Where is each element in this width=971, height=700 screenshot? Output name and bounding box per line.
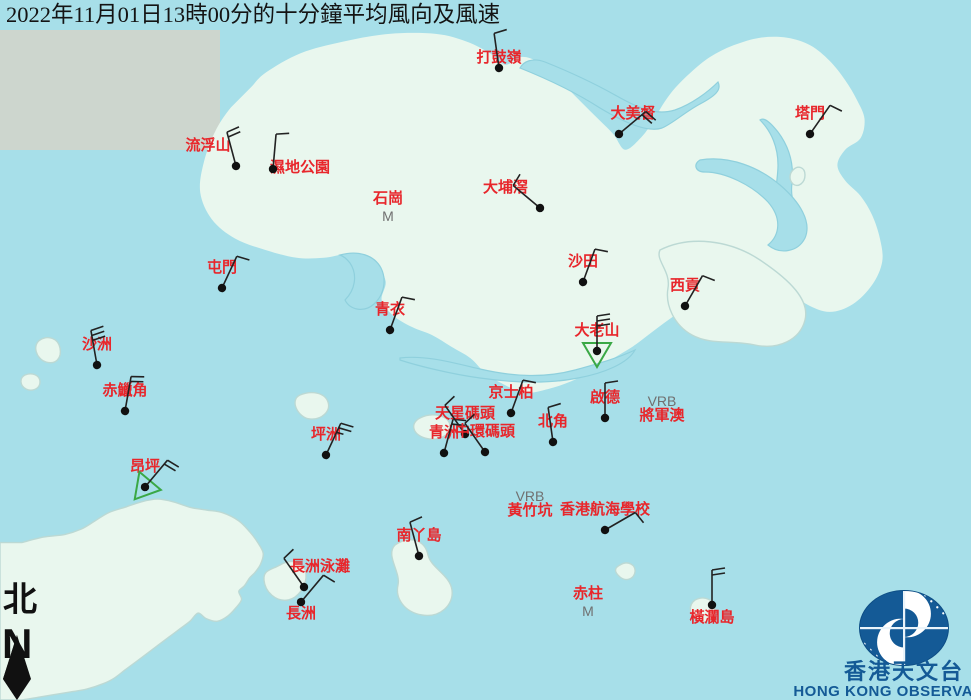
- svg-text:昂坪: 昂坪: [130, 458, 160, 475]
- svg-text:中環碼頭: 中環碼頭: [455, 422, 516, 440]
- svg-text:西貢: 西貢: [670, 277, 700, 294]
- svg-text:流浮山: 流浮山: [185, 136, 230, 154]
- svg-text:天星碼頭: 天星碼頭: [435, 405, 496, 422]
- svg-text:北角: 北角: [538, 412, 568, 430]
- svg-text:將軍澳: 將軍澳: [639, 406, 685, 424]
- svg-text:長洲: 長洲: [286, 605, 316, 622]
- svg-text:沙田: 沙田: [568, 253, 598, 270]
- svg-text:京士柏: 京士柏: [488, 383, 533, 401]
- svg-text:M: M: [582, 603, 594, 619]
- svg-text:VRB: VRB: [516, 488, 545, 504]
- svg-text:VRB: VRB: [648, 393, 677, 409]
- svg-text:南丫島: 南丫島: [396, 526, 441, 544]
- svg-text:北: 北: [3, 581, 37, 619]
- svg-text:赤鱲角: 赤鱲角: [102, 381, 147, 399]
- svg-text:2022年11月01日13時00分的十分鐘平均風向及風速: 2022年11月01日13時00分的十分鐘平均風向及風速: [6, 2, 500, 27]
- svg-text:石崗: 石崗: [372, 189, 403, 207]
- svg-text:M: M: [382, 208, 394, 224]
- svg-text:香港天文台: 香港天文台: [844, 659, 964, 684]
- svg-text:赤柱: 赤柱: [573, 584, 603, 602]
- svg-text:橫瀾島: 橫瀾島: [689, 608, 734, 626]
- svg-text:大美督: 大美督: [610, 104, 655, 122]
- svg-text:坪洲: 坪洲: [311, 426, 341, 443]
- svg-text:黃竹坑: 黃竹坑: [507, 501, 552, 519]
- svg-text:HONG KONG OBSERVATORY: HONG KONG OBSERVATORY: [793, 683, 971, 700]
- svg-text:長洲泳灘: 長洲泳灘: [290, 557, 350, 575]
- svg-text:濕地公園: 濕地公園: [270, 158, 330, 176]
